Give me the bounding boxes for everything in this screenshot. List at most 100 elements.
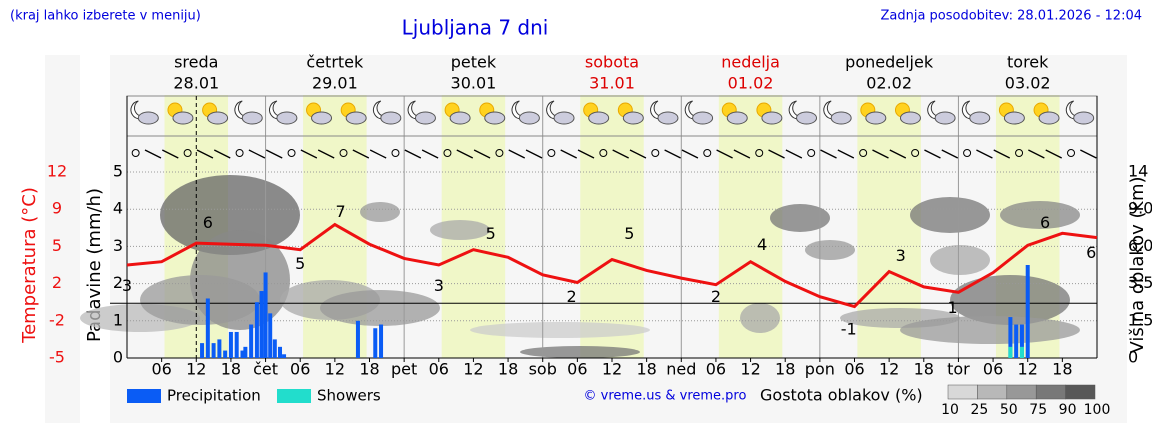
y2-tick-label: 6.0	[1128, 236, 1152, 255]
temperature-tick-label: -5	[49, 348, 65, 367]
cloud-icon	[518, 111, 540, 125]
precipitation-bar	[373, 328, 378, 358]
cloud-icon	[1073, 111, 1095, 125]
credit: © vreme.us & vreme.pro	[584, 389, 747, 404]
precipitation-bar	[379, 324, 384, 358]
x-tick-label: ned	[666, 360, 696, 379]
temperature-label: 3	[896, 246, 906, 265]
cloud-icon	[276, 111, 298, 125]
cloud-legend-label: 25	[970, 402, 988, 418]
precipitation-bar	[223, 350, 228, 358]
cloud-layer	[910, 197, 990, 233]
wind-barb	[213, 149, 231, 159]
x-tick-label: 18	[498, 360, 518, 379]
temperature-label: 3	[122, 276, 132, 295]
x-tick-label: tor	[947, 360, 970, 379]
precipitation-bar	[1014, 324, 1019, 358]
cloud-layer	[470, 322, 650, 338]
precipitation-bar	[1019, 346, 1024, 358]
wind-barb	[629, 149, 647, 159]
y2-axis-title: Višina oblakov (km)	[1127, 176, 1148, 353]
cloud-layer	[160, 175, 300, 255]
wind-calm	[131, 149, 140, 157]
cloud-layer	[900, 316, 1080, 344]
cloud-icon	[796, 111, 818, 125]
wind-barb	[681, 149, 699, 159]
x-tick-label: sob	[529, 360, 557, 379]
wind-calm	[807, 149, 816, 157]
wind-calm	[443, 149, 452, 157]
x-tick-label: 18	[636, 360, 656, 379]
precipitation-bar	[243, 346, 248, 358]
wind-barb	[369, 149, 387, 159]
x-tick-label: 06	[706, 360, 726, 379]
cloud-layer	[320, 290, 440, 326]
wind-barb	[785, 149, 803, 159]
cloud-icon	[692, 111, 714, 125]
day-name: petek	[451, 53, 497, 72]
temperature-label: 5	[486, 224, 496, 243]
x-tick-label: 06	[567, 360, 587, 379]
day-name: ponedeljek	[845, 53, 934, 72]
x-tick-label: 18	[359, 360, 379, 379]
temperature-tick-label: 5	[52, 236, 62, 255]
cloud-layer	[930, 245, 990, 275]
cloud-icon	[1038, 111, 1060, 125]
cloud-layer	[950, 275, 1070, 325]
wind-calm	[1067, 149, 1076, 157]
precipitation-bar	[240, 350, 245, 358]
temperature-label: 4	[757, 235, 767, 254]
temperature-axis-title: Temperatura (°C)	[19, 187, 40, 344]
day-date: 28.01	[173, 74, 219, 93]
cloud-legend-label: 10	[941, 402, 959, 418]
cloud-icon	[865, 111, 887, 125]
wind-barb	[664, 149, 681, 159]
x-tick-label: 18	[1052, 360, 1072, 379]
wind-calm	[547, 149, 556, 157]
temperature-tick-label: 9	[52, 199, 62, 218]
cloud-layer	[140, 275, 260, 325]
wind-barb	[404, 149, 422, 159]
legend-label: Showers	[317, 387, 381, 405]
cloud-legend-label: 100	[1084, 402, 1111, 418]
temperature-label: 5	[624, 224, 634, 243]
wind-calm	[599, 149, 608, 157]
wind-barb	[612, 149, 629, 159]
precipitation-bar	[228, 331, 233, 358]
precipitation-bar	[234, 331, 239, 358]
cloud-icon	[588, 111, 610, 125]
cloud-legend-box	[947, 384, 978, 400]
daylight-band	[580, 95, 644, 358]
day-date: 31.01	[589, 74, 635, 93]
cloud-icon	[899, 111, 921, 125]
y-tick-label: 5	[113, 162, 123, 181]
cloud-layer	[740, 303, 780, 333]
cloud-legend-box	[977, 384, 1008, 400]
cloud-icon	[241, 111, 263, 125]
x-tick-label: 12	[325, 360, 345, 379]
cloud-layer	[360, 202, 400, 222]
cloud-icon	[726, 111, 748, 125]
day-date: 30.01	[451, 74, 497, 93]
wind-barb	[577, 149, 595, 159]
cloud-icon	[449, 111, 471, 125]
temperature-line	[126, 222, 1098, 309]
cloud-icon	[553, 111, 575, 125]
wind-barb	[508, 149, 526, 159]
cloud-legend-label: 75	[1029, 402, 1047, 418]
wind-barb	[144, 149, 162, 159]
x-tick-label: 06	[844, 360, 864, 379]
x-tick-label: 06	[429, 360, 449, 379]
wind-calm	[755, 149, 764, 157]
precipitation-bar	[1019, 324, 1024, 358]
cloud-legend-box	[1035, 384, 1066, 400]
cloud-icon	[484, 111, 506, 125]
wind-barb	[473, 149, 491, 159]
wind-barb	[162, 149, 179, 159]
wind-calm	[391, 149, 400, 157]
x-tick-label: 12	[879, 360, 899, 379]
cloud-layer	[770, 204, 830, 232]
wind-barb	[716, 149, 733, 159]
